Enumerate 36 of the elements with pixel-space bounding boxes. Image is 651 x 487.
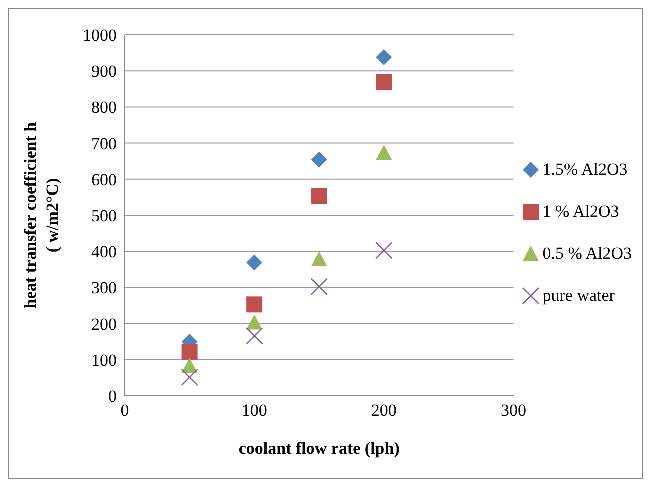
y-axis-title: heat transfer coefficient h ( w/m2°C) [21,122,62,309]
legend-label: 1.5% Al2O3 [542,160,628,180]
point [311,252,328,267]
point [182,344,198,360]
point [311,152,328,168]
y-tick-label: 1000 [83,26,117,46]
y-tick-label: 500 [92,206,117,226]
x-axis-title: coolant flow rate (lph) [238,439,400,458]
y-tick-label: 600 [92,170,117,190]
y-tick-label: 300 [92,278,117,298]
y-tick-label: 700 [92,134,117,154]
y-tick-label: 800 [92,98,117,118]
x-tick-label: 200 [371,401,397,420]
point [376,49,392,66]
point [376,242,393,260]
y-tick-label: 400 [92,242,117,262]
point [246,314,263,330]
legend-label: 0.5 % Al2O3 [542,244,632,264]
point [246,327,264,345]
legend-label: pure water [542,286,615,306]
legend-label: 1 % Al2O3 [542,202,620,222]
point [246,254,263,271]
point [181,368,198,386]
y-tick-label: 100 [92,350,117,370]
point [376,74,392,90]
x-tick-label: 100 [242,401,268,420]
point [246,296,263,313]
point [182,358,198,374]
point [310,278,328,296]
y-tick-label: 900 [92,62,117,82]
y-tick-label: 200 [92,314,117,334]
point [376,145,392,160]
y-tick-label: 0 [108,387,117,406]
x-tick-label: 0 [120,401,130,420]
x-tick-label: 300 [501,401,526,420]
point [311,188,328,204]
